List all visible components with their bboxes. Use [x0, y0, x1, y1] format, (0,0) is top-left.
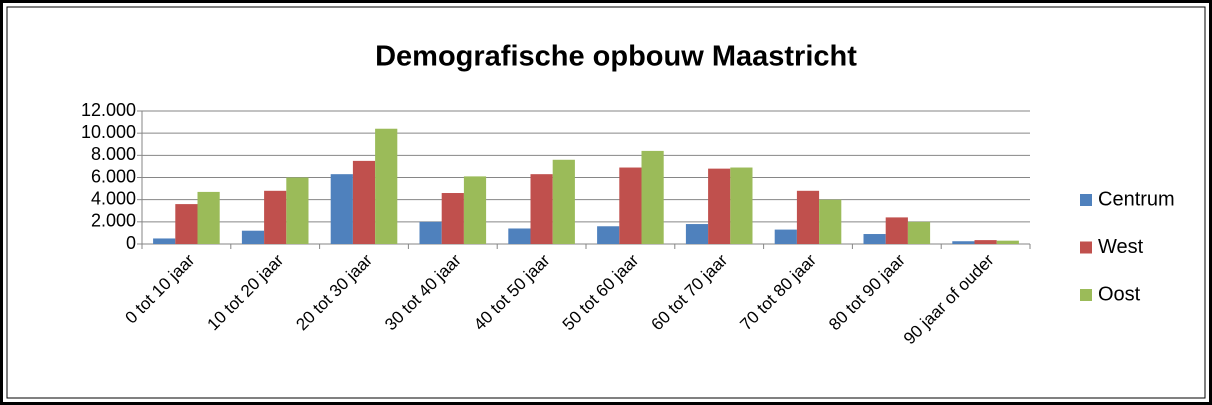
bar — [286, 177, 309, 244]
y-tick-label: 8.000 — [91, 144, 136, 164]
bar — [175, 204, 198, 244]
bar — [641, 150, 664, 244]
bar — [952, 241, 975, 244]
legend-label: Centrum — [1098, 188, 1175, 210]
y-tick-label: 4.000 — [91, 188, 136, 208]
x-tick-label: 80 tot 90 jaar — [825, 250, 909, 334]
bar — [974, 240, 997, 244]
bar — [508, 228, 531, 244]
x-tick-label: 0 tot 10 jaar — [121, 250, 198, 327]
bar — [708, 168, 731, 244]
y-tick-label: 2.000 — [91, 211, 136, 231]
inner-frame — [6, 6, 1206, 399]
x-tick-label: 60 tot 70 jaar — [648, 250, 732, 334]
bar — [463, 176, 487, 244]
x-tick-label: 10 tot 20 jaar — [204, 250, 288, 334]
y-tick-label: 10.000 — [81, 122, 136, 142]
x-tick-label: 50 tot 60 jaar — [559, 250, 643, 334]
bar — [352, 160, 376, 244]
bar — [597, 226, 620, 244]
bar — [996, 240, 1019, 244]
legend-swatch — [1080, 241, 1092, 254]
bar — [907, 221, 931, 244]
bar — [419, 221, 442, 244]
bar — [730, 167, 753, 244]
bar — [330, 174, 353, 244]
bar — [552, 159, 575, 244]
bar — [441, 193, 464, 244]
bar — [796, 190, 820, 244]
legend-swatch — [1080, 289, 1092, 301]
y-tick-label: 6.000 — [91, 166, 136, 186]
bar — [197, 191, 220, 244]
x-tick-label: 20 tot 30 jaar — [292, 250, 376, 334]
bar — [863, 234, 886, 244]
bar — [530, 174, 553, 244]
legend-swatch — [1080, 194, 1092, 206]
x-tick-label: 40 tot 50 jaar — [470, 250, 554, 334]
bar — [375, 128, 398, 244]
bar — [619, 167, 642, 244]
bar — [264, 190, 287, 244]
bar — [153, 238, 176, 244]
legend-label: Oost — [1098, 283, 1141, 305]
legend-label: West — [1098, 236, 1144, 258]
y-tick-label: 0 — [126, 233, 136, 253]
bar — [885, 217, 908, 244]
bar — [241, 230, 265, 244]
bar — [819, 199, 842, 244]
x-tick-label: 90 jaar of ouder — [900, 250, 998, 348]
bar — [685, 224, 709, 244]
bar — [774, 229, 797, 244]
y-tick-label: 12.000 — [81, 100, 136, 120]
x-tick-label: 30 tot 40 jaar — [381, 250, 465, 334]
x-tick-label: 70 tot 80 jaar — [736, 250, 820, 334]
chart-title: Demografische opbouw Maastricht — [375, 41, 857, 73]
